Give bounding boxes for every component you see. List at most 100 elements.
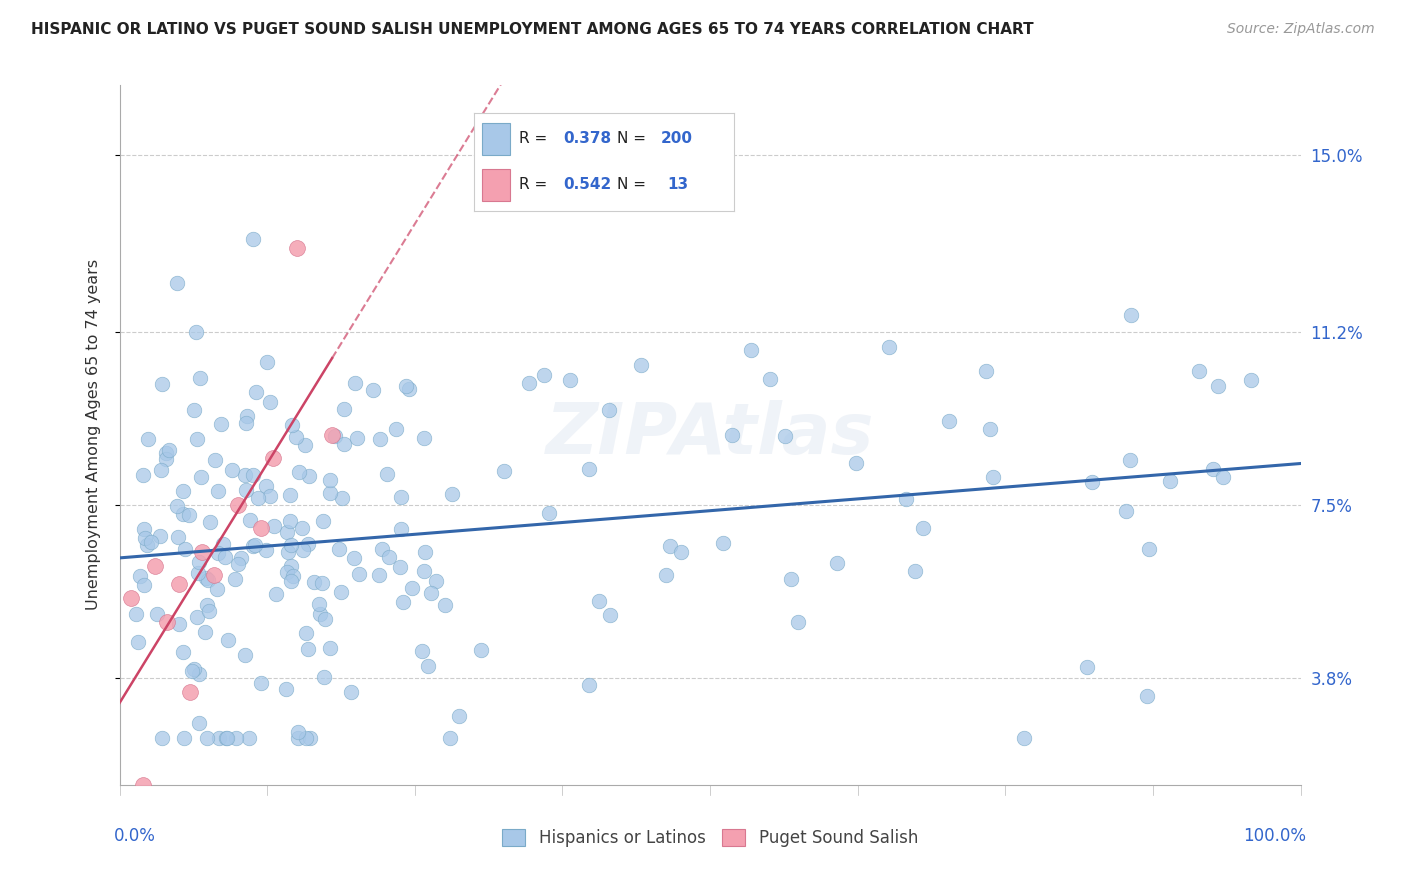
Point [233, 648, 256, 663]
Text: 0.378: 0.378 [564, 131, 612, 145]
Point [1206, 379, 1229, 393]
Point [166, 276, 188, 290]
Point [669, 545, 692, 559]
Point [392, 595, 415, 609]
Point [254, 479, 277, 493]
Point [281, 568, 304, 582]
Point [1121, 308, 1143, 322]
Point [328, 541, 350, 556]
Text: 13: 13 [668, 177, 689, 192]
Point [418, 659, 440, 673]
Point [659, 539, 682, 553]
Text: R =: R = [519, 177, 553, 192]
Point [361, 384, 384, 398]
Point [191, 544, 214, 558]
Point [318, 473, 340, 487]
Point [224, 572, 246, 586]
Point [630, 358, 652, 372]
Point [242, 467, 264, 482]
Point [172, 507, 194, 521]
Point [1076, 659, 1098, 673]
Point [169, 617, 191, 632]
Point [517, 376, 540, 390]
Point [598, 403, 620, 417]
Point [395, 378, 418, 392]
Point [720, 427, 742, 442]
Point [333, 437, 356, 451]
Point [139, 535, 162, 549]
Point [156, 615, 179, 629]
Point [187, 715, 209, 730]
Point [287, 724, 309, 739]
Point [368, 432, 391, 446]
Point [245, 537, 267, 551]
Point [202, 568, 225, 582]
Point [278, 488, 301, 502]
FancyBboxPatch shape [482, 122, 510, 155]
Point [343, 376, 366, 391]
Point [288, 465, 311, 479]
Point [1202, 462, 1225, 476]
Point [309, 607, 332, 622]
Text: Source: ZipAtlas.com: Source: ZipAtlas.com [1227, 22, 1375, 37]
Point [389, 523, 412, 537]
Point [172, 645, 194, 659]
Point [825, 556, 848, 570]
Point [346, 431, 368, 445]
Point [238, 731, 260, 746]
Point [401, 581, 423, 595]
Point [149, 463, 172, 477]
Point [297, 468, 319, 483]
Point [879, 340, 901, 354]
Point [120, 591, 142, 606]
Point [1159, 475, 1181, 489]
Point [250, 676, 273, 690]
Point [242, 539, 264, 553]
Point [389, 490, 412, 504]
Point [132, 778, 155, 792]
Point [242, 232, 264, 246]
Point [1119, 453, 1142, 467]
Point [976, 364, 998, 378]
Point [183, 403, 205, 417]
Point [1188, 364, 1211, 378]
Point [197, 573, 219, 587]
Point [277, 545, 299, 559]
Point [215, 731, 238, 746]
Point [205, 582, 228, 596]
Point [318, 641, 340, 656]
Point [127, 634, 149, 648]
Point [285, 241, 308, 255]
Point [981, 470, 1004, 484]
Point [599, 608, 621, 623]
Point [278, 515, 301, 529]
Point [149, 529, 172, 543]
Point [759, 372, 782, 386]
Point [1240, 373, 1263, 387]
Point [207, 484, 229, 499]
Point [200, 515, 222, 529]
Point [578, 462, 600, 476]
Point [245, 384, 267, 399]
Point [186, 609, 208, 624]
Point [449, 709, 471, 723]
Point [186, 325, 208, 339]
Point [134, 531, 156, 545]
Point [434, 598, 457, 612]
Point [297, 642, 319, 657]
Point [188, 371, 211, 385]
Point [1212, 470, 1234, 484]
Point [236, 409, 259, 424]
Point [314, 612, 336, 626]
Point [419, 585, 441, 599]
Point [264, 587, 287, 601]
Point [136, 538, 159, 552]
Point [132, 467, 155, 482]
Point [578, 678, 600, 692]
Point [385, 422, 408, 436]
Point [155, 446, 177, 460]
Point [239, 513, 262, 527]
Point [280, 538, 302, 552]
Point [256, 355, 278, 369]
Point [263, 519, 285, 533]
